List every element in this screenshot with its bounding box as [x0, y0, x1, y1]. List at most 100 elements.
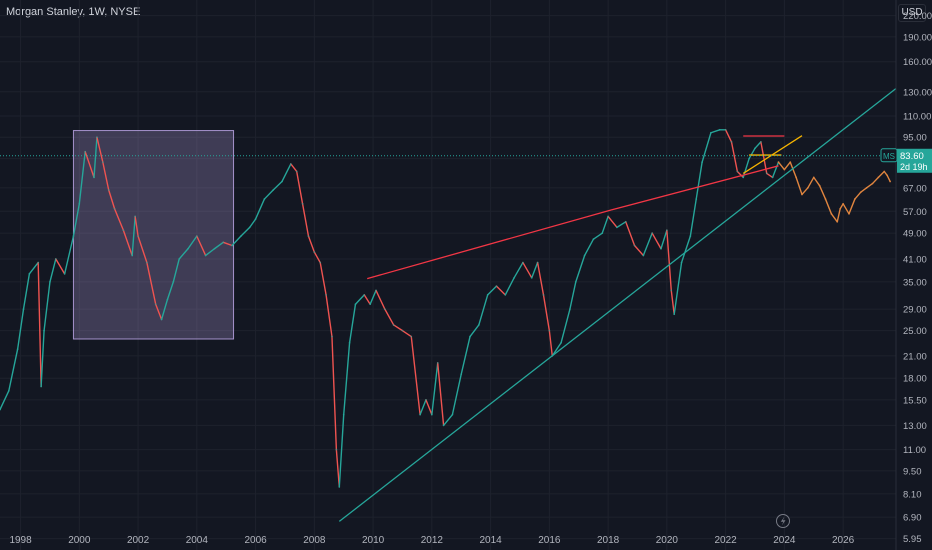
price-history-point [759, 140, 762, 143]
price-history-segment [166, 281, 175, 301]
projection-point [839, 207, 842, 210]
price-history-point [616, 226, 618, 229]
y-tick-label: 11.00 [903, 445, 926, 456]
price-history-segment [633, 244, 645, 257]
price-history-point [495, 285, 498, 288]
price-history-point [771, 176, 774, 179]
price-history-segment [338, 413, 345, 488]
projection-segment [839, 203, 844, 210]
price-history-segment [760, 141, 768, 175]
price-history-segment [72, 203, 81, 237]
price-history-point [548, 329, 551, 332]
price-history-point [84, 150, 87, 153]
projection-segment [886, 174, 891, 183]
price-history-point [16, 348, 19, 351]
x-tick-label: 2022 [714, 535, 737, 546]
price-history-segment [196, 235, 207, 257]
price-history-point [436, 362, 439, 364]
drawing-rectangles [72, 130, 235, 340]
price-history-point [154, 303, 157, 306]
projection-point [886, 174, 889, 177]
price-history-point [375, 289, 377, 292]
price-history-point [348, 341, 351, 344]
price-history-point [410, 335, 413, 338]
price-history-point [633, 244, 636, 247]
price-history-segment [392, 324, 404, 332]
price-history-point [313, 251, 316, 253]
price-history-segment [401, 329, 412, 338]
price-history-segment [513, 261, 524, 279]
drawing-lines [338, 87, 897, 522]
y-tick-label: 8.10 [903, 489, 922, 500]
price-history-point [338, 486, 341, 488]
price-history-point [172, 281, 175, 283]
price-history-point [670, 289, 673, 292]
price-history-segment [410, 335, 421, 416]
price-history-segment [213, 241, 224, 250]
price-history-point [710, 131, 712, 134]
price-history-point [248, 226, 251, 229]
price-history-segment [575, 254, 586, 283]
price-history-point [101, 161, 104, 164]
price-history-point [134, 215, 137, 218]
price-history-point [145, 261, 148, 264]
price-history-segment [451, 373, 462, 416]
price-history-segment [666, 229, 672, 292]
price-history-point [425, 399, 427, 401]
flash-icon[interactable] [776, 514, 790, 528]
price-history-point [272, 189, 275, 191]
price-history-segment [569, 281, 577, 310]
projection-point [848, 212, 850, 215]
price-history-point [486, 293, 489, 296]
price-history-point [680, 261, 683, 264]
price-history-point [451, 413, 454, 416]
price-history-point [222, 241, 225, 244]
price-history-point [72, 235, 75, 238]
price-history-point [43, 329, 45, 332]
projection-point [795, 176, 798, 179]
price-history-segment [771, 161, 780, 179]
currency-button[interactable]: USD [898, 4, 926, 22]
y-tick-label: 21.00 [903, 351, 927, 362]
y-tick-label: 6.90 [903, 513, 922, 524]
price-history-segment [231, 235, 242, 247]
price-history-point [335, 448, 338, 451]
price-history-point [342, 413, 345, 416]
price-history-segment [134, 215, 139, 237]
price-history-point [592, 238, 595, 241]
projection-segment [854, 191, 862, 200]
y-tick-label: 67.00 [903, 183, 927, 194]
price-history-point [239, 235, 242, 238]
price-history-segment [670, 289, 675, 315]
price-history-point [665, 229, 668, 232]
projection-series [777, 161, 892, 223]
trend-line [338, 87, 897, 522]
price-history-segment [469, 324, 480, 338]
projection-point [789, 161, 792, 164]
projection-segment [813, 176, 821, 187]
x-tick-label: 2018 [597, 535, 620, 546]
price-history-point [254, 218, 257, 220]
projection-segment [860, 187, 868, 193]
price-history-point [295, 170, 298, 173]
projection-point [853, 198, 856, 200]
price-history-point [63, 272, 66, 275]
price-history-point [49, 281, 51, 283]
price-history-segment [601, 215, 609, 234]
y-tick-label: 25.00 [903, 326, 927, 337]
price-history-point [560, 341, 563, 344]
price-history-segment [84, 150, 95, 179]
price-history-segment [301, 203, 310, 237]
price-history-point [28, 272, 31, 275]
projection-segment [807, 176, 815, 189]
price-history-segment [0, 390, 10, 411]
price-history-segment [607, 215, 618, 229]
y-tick-label: 5.95 [903, 534, 922, 545]
price-history-point [673, 313, 676, 316]
price-history-segment [695, 161, 703, 200]
price-history-segment [522, 261, 533, 279]
price-history-segment [28, 261, 39, 275]
price-history-segment [313, 251, 321, 264]
price-history-segment [131, 215, 136, 257]
